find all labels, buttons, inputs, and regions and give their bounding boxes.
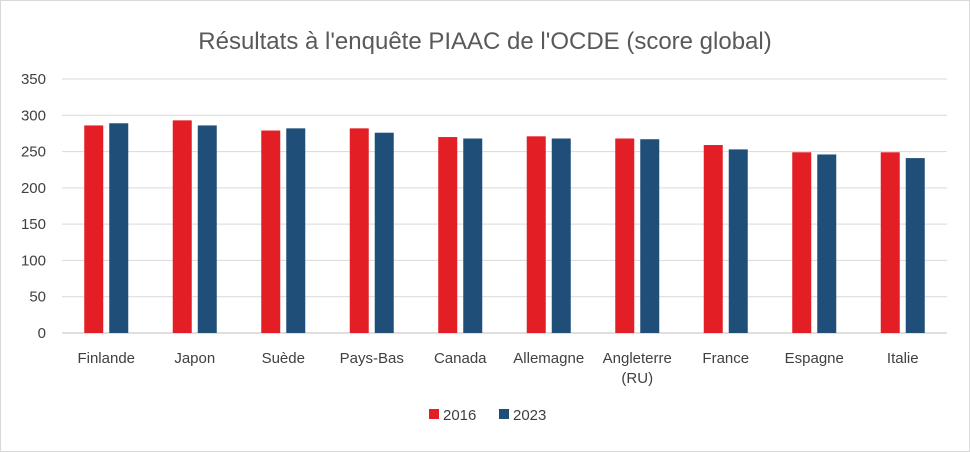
legend-swatch-2016 (429, 409, 439, 419)
bar-2016 (526, 136, 546, 333)
bar-2023 (728, 149, 748, 333)
x-tick-label: Japon (174, 350, 215, 367)
bars (84, 120, 925, 334)
legend-label-2023: 2023 (513, 407, 546, 424)
bar-2023 (640, 139, 660, 333)
gridlines (62, 78, 947, 334)
bar-2016 (84, 125, 104, 334)
x-tick-label: Italie (887, 350, 919, 367)
x-tick-label: Canada (434, 350, 487, 367)
x-tick-label: Pays-Bas (340, 350, 404, 367)
legend-label-2016: 2016 (443, 407, 476, 424)
x-tick-label: Allemagne (513, 350, 584, 367)
bar-2023 (374, 132, 394, 333)
legend: 2016 2023 (429, 407, 546, 424)
x-tick-label: Finlande (77, 350, 135, 367)
y-tick-label: 200 (21, 180, 46, 197)
y-tick-label: 250 (21, 144, 46, 161)
y-axis-ticks: 0 50 100 150 200 250 300 350 (21, 71, 46, 342)
bar-2023 (109, 123, 129, 333)
bar-2023 (463, 138, 483, 333)
bar-2016 (349, 128, 369, 333)
legend-swatch-2023 (499, 409, 509, 419)
y-tick-label: 100 (21, 252, 46, 269)
bar-2023 (817, 154, 837, 333)
bar-2023 (197, 125, 217, 334)
y-tick-label: 0 (38, 325, 46, 342)
y-tick-label: 350 (21, 71, 46, 88)
chart-title: Résultats à l'enquête PIAAC de l'OCDE (s… (198, 28, 771, 55)
x-tick-label: Suède (262, 350, 305, 367)
y-tick-label: 300 (21, 107, 46, 124)
bar-2016 (261, 130, 281, 333)
bar-2023 (905, 158, 925, 333)
x-axis-ticks: Finlande Japon Suède Pays-Bas Canada Allemagn… (77, 350, 918, 387)
bar-2023 (551, 138, 571, 333)
bar-2016 (615, 138, 635, 333)
bar-2016 (172, 120, 192, 333)
bar-2023 (286, 128, 306, 333)
bar-2016 (792, 152, 812, 333)
y-tick-label: 150 (21, 216, 46, 233)
y-tick-label: 50 (29, 289, 46, 306)
bar-2016 (438, 137, 458, 333)
bar-2016 (703, 145, 723, 333)
x-tick-label: Angleterre (RU) (603, 350, 672, 387)
x-tick-label: France (702, 350, 749, 367)
x-tick-label: Espagne (785, 350, 844, 367)
bar-2016 (880, 152, 900, 333)
